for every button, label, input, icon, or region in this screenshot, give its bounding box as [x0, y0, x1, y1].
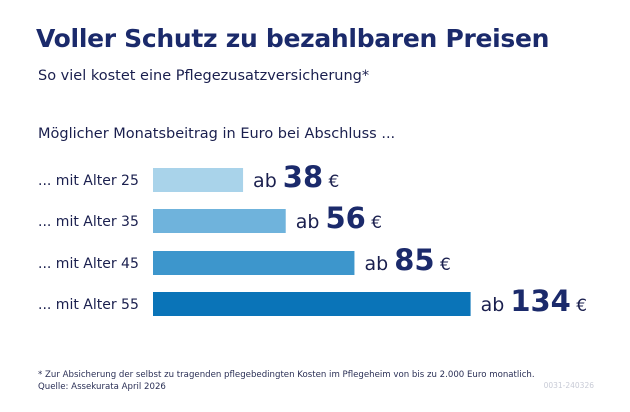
bar — [153, 168, 244, 192]
source-text: Quelle: Assekurata April 2026 — [38, 382, 166, 392]
footnote: * Zur Absicherung der selbst zu tragende… — [38, 369, 535, 393]
graphic-code: 0031-240326 — [543, 381, 594, 390]
bar — [153, 251, 355, 275]
bar-chart: ... mit Alter 25 ab 38 € ... mit Alter 35 a… — [38, 160, 588, 318]
category-label: ... mit Alter 35 — [38, 214, 139, 230]
category-label: ... mit Alter 45 — [38, 256, 139, 272]
value-suffix: € — [435, 255, 451, 275]
value-number: 38 — [283, 160, 323, 194]
value-number: 56 — [325, 201, 365, 235]
value-label: ab 38 € — [253, 160, 339, 194]
bar — [153, 209, 286, 233]
chart-question: Möglicher Monatsbeitrag in Euro bei Absc… — [38, 126, 396, 142]
category-label: ... mit Alter 55 — [38, 297, 139, 313]
value-label: ab 85 € — [364, 243, 450, 277]
value-number: 134 — [510, 284, 571, 318]
value-label: ab 134 € — [481, 284, 588, 318]
value-number: 85 — [394, 243, 434, 277]
value-suffix: € — [323, 172, 339, 192]
value-prefix: ab — [364, 253, 394, 275]
bar — [153, 292, 471, 316]
value-suffix: € — [571, 296, 587, 316]
category-label: ... mit Alter 25 — [38, 173, 139, 189]
value-prefix: ab — [481, 294, 511, 316]
chart-title: Voller Schutz zu bezahlbaren Preisen — [36, 24, 550, 53]
value-label: ab 56 € — [296, 201, 382, 235]
footnote-text: * Zur Absicherung der selbst zu tragende… — [38, 370, 535, 380]
value-prefix: ab — [253, 170, 283, 192]
value-prefix: ab — [296, 211, 326, 233]
chart-subtitle: So viel kostet eine Pflegezusatzversiche… — [38, 68, 370, 84]
value-suffix: € — [366, 213, 382, 233]
